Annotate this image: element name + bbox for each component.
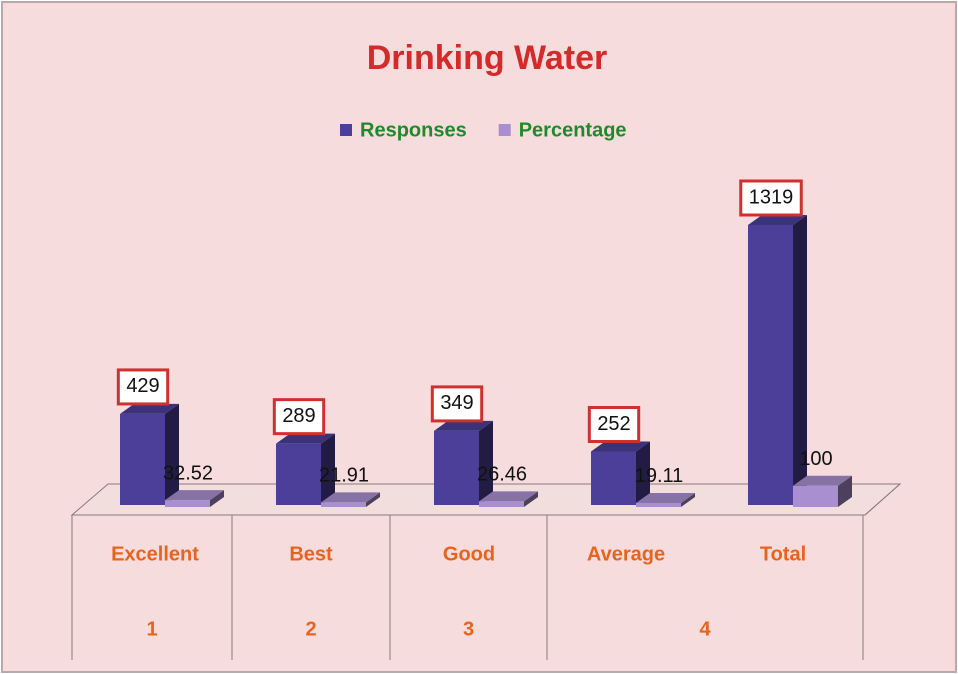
data-label: 19.11: [635, 465, 684, 487]
chart-title: Drinking Water: [367, 39, 608, 77]
bar-side: [366, 492, 380, 507]
bar: [321, 502, 366, 507]
bar-top: [165, 490, 224, 501]
group-label: 3: [463, 618, 474, 640]
bar-side: [524, 491, 538, 507]
x-tick-label: Average: [587, 543, 665, 565]
data-label-box: [587, 406, 641, 444]
bar-top: [636, 492, 695, 503]
bar-top: [748, 215, 807, 225]
bar: [591, 451, 636, 505]
data-label: 21.91: [319, 465, 369, 487]
legend-swatch: [340, 124, 352, 136]
bar-side: [321, 433, 335, 505]
bar: [479, 501, 524, 507]
data-label-box: [739, 179, 803, 217]
bar-top: [479, 491, 538, 502]
bar-top: [120, 403, 179, 414]
bar-side: [636, 441, 650, 505]
bar: [748, 225, 793, 505]
legend-label: Percentage: [519, 119, 627, 141]
bar-side: [165, 403, 179, 505]
legend-label: Responses: [360, 119, 467, 141]
data-label: 252: [597, 413, 630, 435]
bar-top: [321, 492, 380, 503]
bar: [636, 502, 681, 507]
bar-top: [793, 475, 852, 486]
data-label: 429: [126, 375, 159, 397]
bar-side: [838, 475, 852, 507]
group-label: 1: [146, 618, 157, 640]
bar: [793, 485, 838, 507]
data-label-box: [430, 385, 484, 423]
bar-top: [591, 441, 650, 452]
legend-swatch: [498, 124, 511, 136]
bar-top: [276, 433, 335, 444]
table-line: [864, 483, 901, 516]
x-tick-label: Best: [289, 543, 333, 565]
data-label: 100: [799, 448, 832, 470]
bar-side: [681, 492, 695, 507]
data-label-box: [116, 368, 170, 406]
data-label: 289: [282, 405, 315, 427]
bar-side: [793, 215, 807, 505]
x-tick-label: Total: [760, 543, 806, 565]
bar-top: [434, 420, 493, 431]
group-label: 2: [305, 618, 316, 640]
data-label-box: [272, 398, 326, 436]
group-label: 4: [699, 618, 711, 640]
bar: [276, 443, 321, 505]
data-label: 32.52: [163, 462, 213, 484]
bar-side: [210, 490, 224, 507]
bar: [165, 500, 210, 507]
bar: [120, 413, 165, 505]
bar: [434, 430, 479, 505]
data-label: 1319: [749, 186, 794, 208]
x-tick-label: Good: [443, 543, 495, 565]
data-label: 349: [440, 392, 473, 414]
x-tick-label: Excellent: [111, 543, 199, 565]
bar-side: [479, 420, 493, 505]
data-label: 26.46: [477, 464, 527, 486]
